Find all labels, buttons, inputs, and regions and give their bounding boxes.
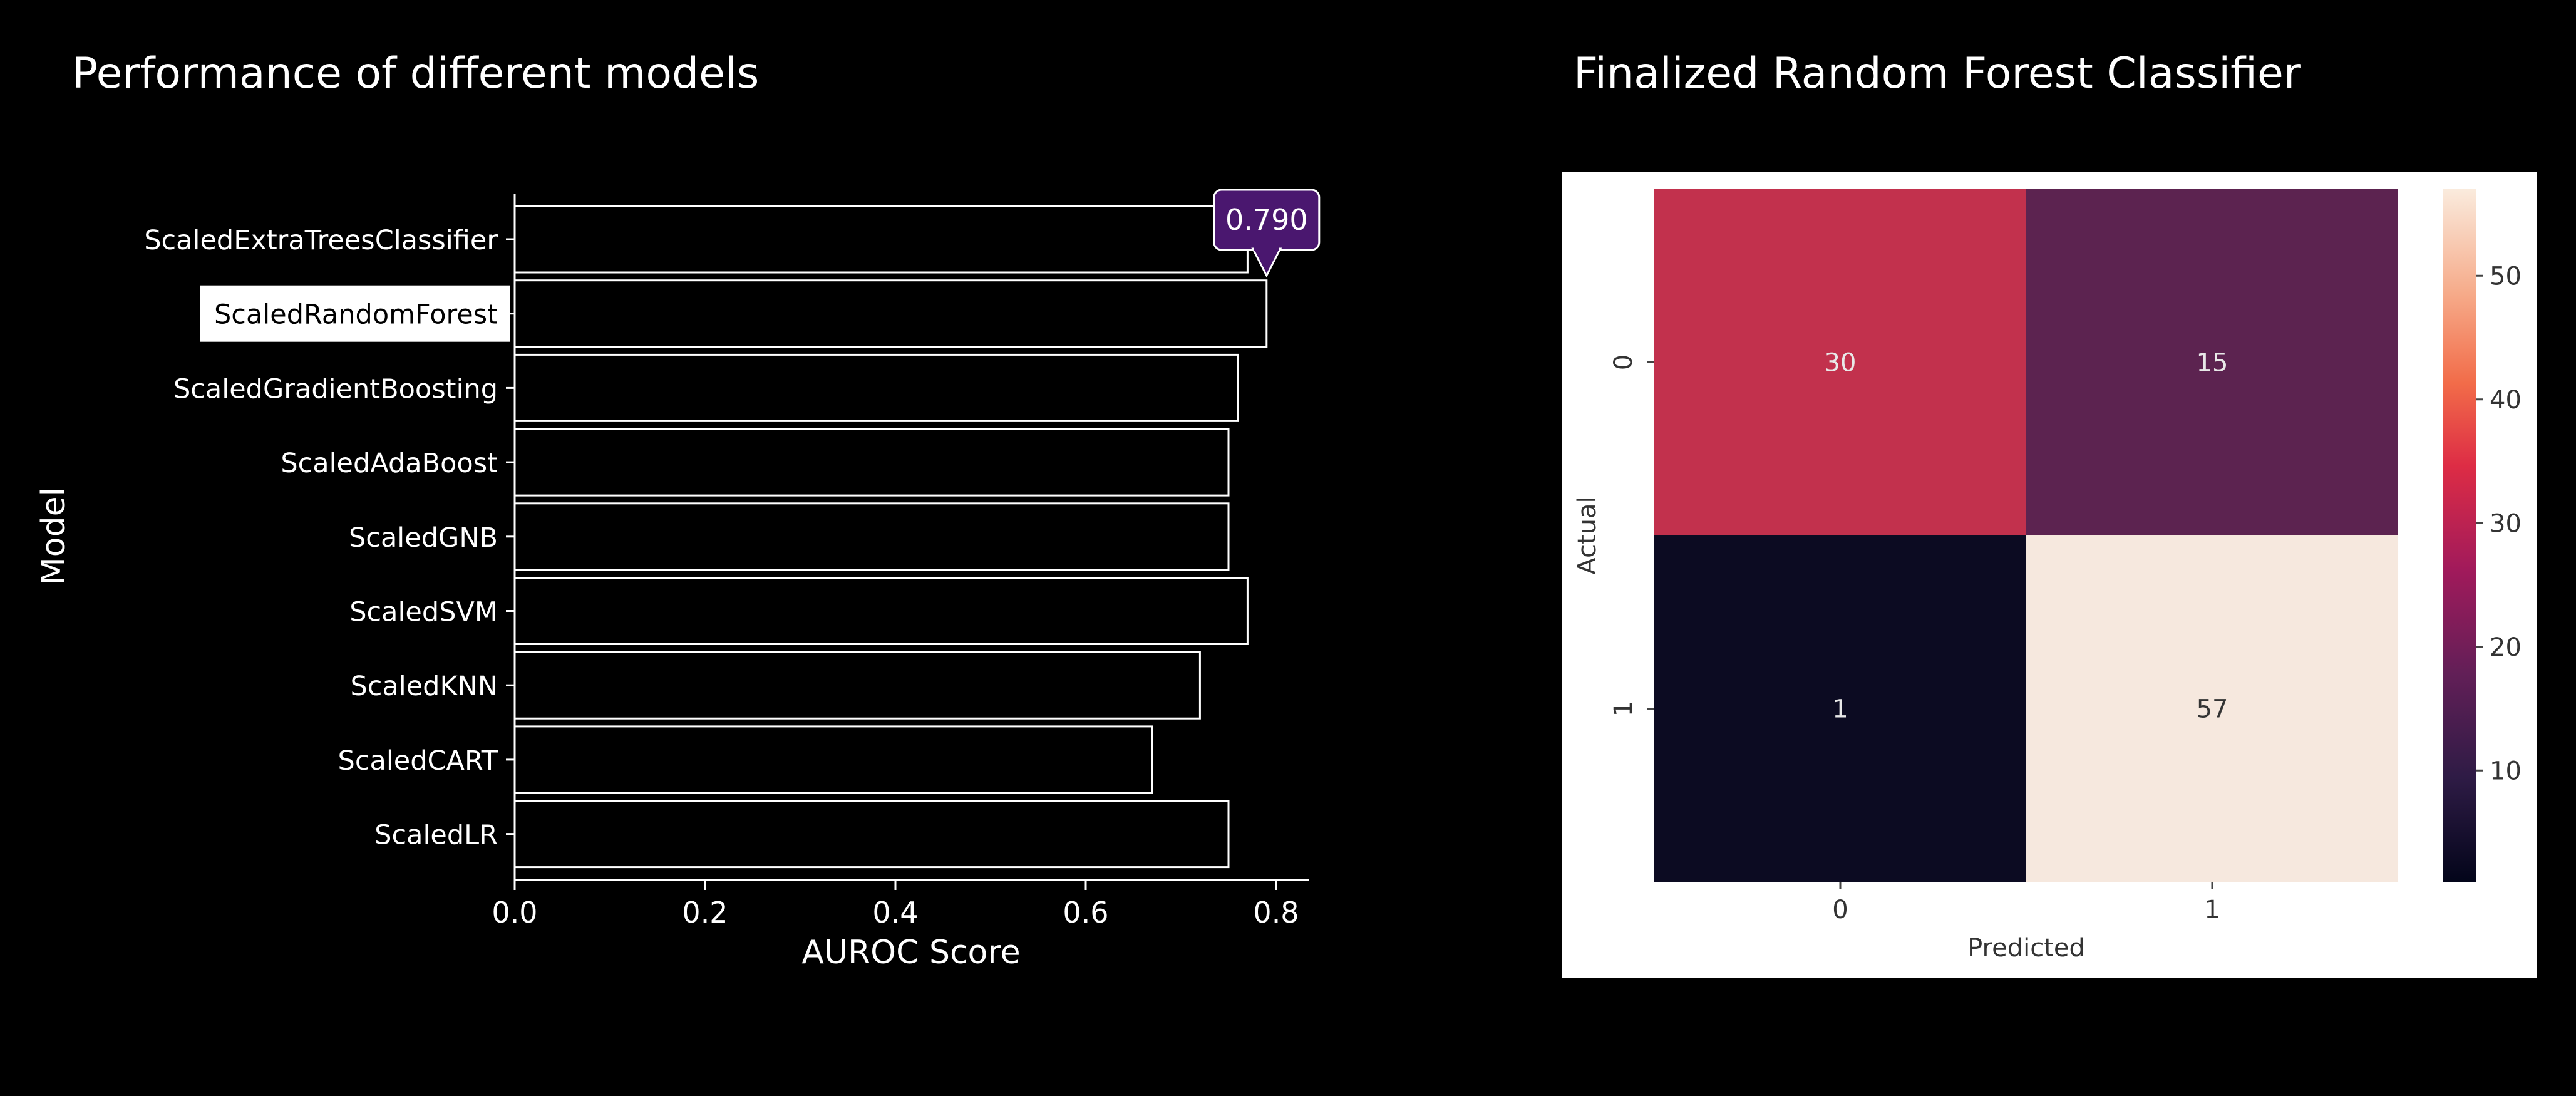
callout-label: 0.790 <box>1225 203 1308 237</box>
highlight-label-box <box>200 285 510 342</box>
bar <box>513 800 1230 869</box>
y-tick-label: 0 <box>1609 354 1638 370</box>
x-tick-label: 0.8 <box>1253 896 1299 929</box>
bar-chart-title: Performance of different models <box>72 49 760 98</box>
colorbar-tick-label: 50 <box>2490 262 2522 291</box>
y-tick-label: ScaledGNB <box>349 522 498 554</box>
y-tick-label: ScaledRandomForest <box>214 299 498 331</box>
y-tick-label: 1 <box>1609 701 1638 716</box>
cell-value-label: 15 <box>2197 349 2228 378</box>
value-callout: 0.790 <box>1213 189 1321 278</box>
x-tick-label: 1 <box>2204 896 2220 924</box>
bar <box>513 428 1230 497</box>
y-tick-label: ScaledKNN <box>350 671 498 702</box>
bar <box>513 577 1249 645</box>
colorbar-tick-label: 40 <box>2490 386 2522 415</box>
bar <box>513 279 1268 348</box>
callout-joint <box>1254 246 1279 251</box>
colorbar-tick-label: 10 <box>2490 757 2522 785</box>
y-axis-label: Actual <box>1573 496 1602 574</box>
y-tick-label: ScaledExtraTreesClassifier <box>144 225 498 256</box>
heatmap-cell <box>1654 535 2026 882</box>
cell-value-label: 30 <box>1825 349 1857 378</box>
bar <box>513 725 1153 794</box>
heatmap-cell <box>2026 189 2398 535</box>
x-tick-label: 0.4 <box>872 896 918 929</box>
y-tick-label: ScaledLR <box>374 820 498 851</box>
bar <box>513 353 1239 422</box>
x-tick-label: 0 <box>1832 896 1848 924</box>
cell-value-label: 57 <box>2197 695 2228 724</box>
x-axis-label: Predicted <box>1967 934 2085 963</box>
x-tick-label: 0.6 <box>1063 896 1108 929</box>
y-tick-label: ScaledSVM <box>349 597 498 628</box>
bar <box>513 651 1201 720</box>
x-axis-label: AUROC Score <box>801 934 1020 971</box>
colorbar-tick-label: 20 <box>2490 633 2522 662</box>
y-tick-label: ScaledCART <box>338 745 498 777</box>
heatmap-cell <box>1654 189 2026 535</box>
heatmap-cell <box>2026 535 2398 882</box>
cell-value-label: 1 <box>1832 695 1848 724</box>
y-tick-label: ScaledGradientBoosting <box>173 373 498 405</box>
x-tick-label: 0.0 <box>492 896 537 929</box>
bar-chart: ScaledExtraTreesClassifier ScaledRandomFo… <box>35 189 1321 971</box>
y-tick-label: ScaledAdaBoost <box>281 448 498 479</box>
bar <box>513 205 1249 274</box>
y-axis-label: Model <box>35 487 73 585</box>
colorbar-tick-label: 30 <box>2490 509 2522 538</box>
x-tick-label: 0.2 <box>682 896 728 929</box>
colorbar <box>2443 189 2476 882</box>
heatmap-title: Finalized Random Forest Classifier <box>1574 49 2301 98</box>
